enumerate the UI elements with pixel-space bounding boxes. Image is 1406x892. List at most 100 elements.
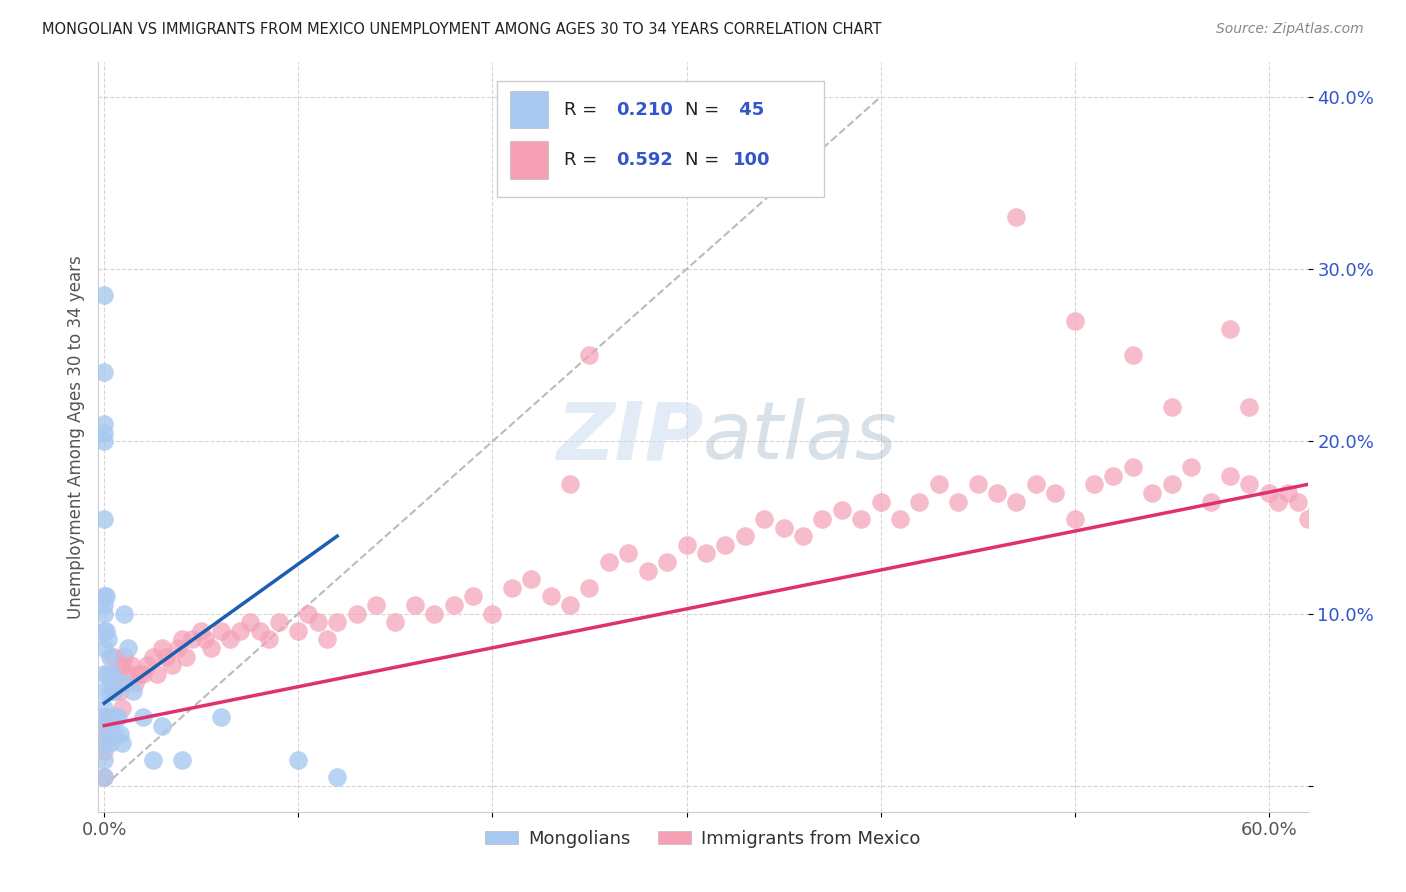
- Point: [103, 727, 125, 741]
- Point: [287, 753, 309, 767]
- Point: [1239, 477, 1261, 491]
- Point: [93, 684, 115, 698]
- Point: [93, 701, 115, 715]
- Point: [1180, 460, 1202, 475]
- Point: [1005, 494, 1028, 508]
- Point: [831, 503, 853, 517]
- Point: [1336, 538, 1358, 552]
- Point: [1160, 400, 1182, 414]
- Point: [1025, 477, 1047, 491]
- Point: [1306, 503, 1329, 517]
- Point: [637, 564, 659, 578]
- Point: [111, 658, 134, 673]
- Bar: [509, 91, 548, 128]
- Text: MONGOLIAN VS IMMIGRANTS FROM MEXICO UNEMPLOYMENT AMONG AGES 30 TO 34 YEARS CORRE: MONGOLIAN VS IMMIGRANTS FROM MEXICO UNEM…: [42, 22, 882, 37]
- Point: [655, 555, 678, 569]
- Point: [1142, 486, 1164, 500]
- Point: [160, 658, 183, 673]
- Point: [1122, 460, 1144, 475]
- Point: [364, 598, 387, 612]
- Point: [578, 581, 600, 595]
- Point: [287, 624, 309, 638]
- Point: [190, 624, 212, 638]
- Point: [501, 581, 523, 595]
- Point: [1160, 477, 1182, 491]
- Point: [112, 607, 135, 621]
- Point: [142, 649, 165, 664]
- Point: [112, 675, 135, 690]
- Point: [811, 512, 834, 526]
- Point: [117, 667, 139, 681]
- Point: [792, 529, 814, 543]
- Point: [93, 744, 115, 758]
- Point: [93, 736, 115, 750]
- Point: [194, 632, 217, 647]
- Point: [1354, 564, 1376, 578]
- Point: [1364, 581, 1386, 595]
- Point: [1005, 211, 1028, 225]
- Point: [132, 710, 155, 724]
- Point: [1346, 546, 1368, 560]
- Point: [734, 529, 756, 543]
- Point: [122, 684, 145, 698]
- Point: [307, 615, 329, 630]
- Point: [174, 649, 197, 664]
- Point: [103, 649, 125, 664]
- Point: [752, 512, 775, 526]
- Point: [423, 607, 446, 621]
- Point: [101, 710, 124, 724]
- Point: [170, 632, 193, 647]
- Point: [443, 598, 465, 612]
- Legend: Mongolians, Immigrants from Mexico: Mongolians, Immigrants from Mexico: [478, 822, 928, 855]
- Point: [120, 658, 142, 673]
- Point: [93, 753, 115, 767]
- Point: [1102, 468, 1125, 483]
- Point: [869, 494, 891, 508]
- Point: [180, 632, 202, 647]
- Point: [93, 512, 115, 526]
- Point: [145, 667, 167, 681]
- Point: [598, 555, 620, 569]
- Point: [1277, 486, 1299, 500]
- Point: [155, 649, 177, 664]
- Point: [167, 641, 190, 656]
- Point: [209, 624, 232, 638]
- Point: [124, 675, 146, 690]
- Point: [1199, 494, 1222, 508]
- Point: [93, 425, 115, 440]
- FancyBboxPatch shape: [498, 81, 824, 197]
- Point: [93, 607, 115, 621]
- Point: [98, 736, 121, 750]
- Point: [170, 753, 193, 767]
- Point: [384, 615, 406, 630]
- Point: [1219, 468, 1241, 483]
- Point: [558, 477, 581, 491]
- Text: Source: ZipAtlas.com: Source: ZipAtlas.com: [1216, 22, 1364, 37]
- Point: [1267, 494, 1289, 508]
- Point: [93, 727, 115, 741]
- Point: [461, 590, 484, 604]
- Point: [558, 598, 581, 612]
- Text: 45: 45: [734, 101, 765, 119]
- Point: [675, 538, 697, 552]
- Point: [96, 590, 118, 604]
- Point: [98, 684, 121, 698]
- Point: [928, 477, 950, 491]
- Point: [346, 607, 368, 621]
- Text: 100: 100: [734, 151, 770, 169]
- Point: [1063, 314, 1085, 328]
- Point: [93, 417, 115, 432]
- Point: [966, 477, 988, 491]
- Point: [540, 590, 562, 604]
- Point: [103, 684, 125, 698]
- Point: [93, 434, 115, 449]
- Point: [93, 288, 115, 302]
- Point: [93, 641, 115, 656]
- Point: [209, 710, 232, 724]
- Point: [152, 641, 174, 656]
- Point: [889, 512, 911, 526]
- Text: 0.210: 0.210: [616, 101, 673, 119]
- Point: [908, 494, 931, 508]
- Point: [98, 649, 121, 664]
- Point: [986, 486, 1008, 500]
